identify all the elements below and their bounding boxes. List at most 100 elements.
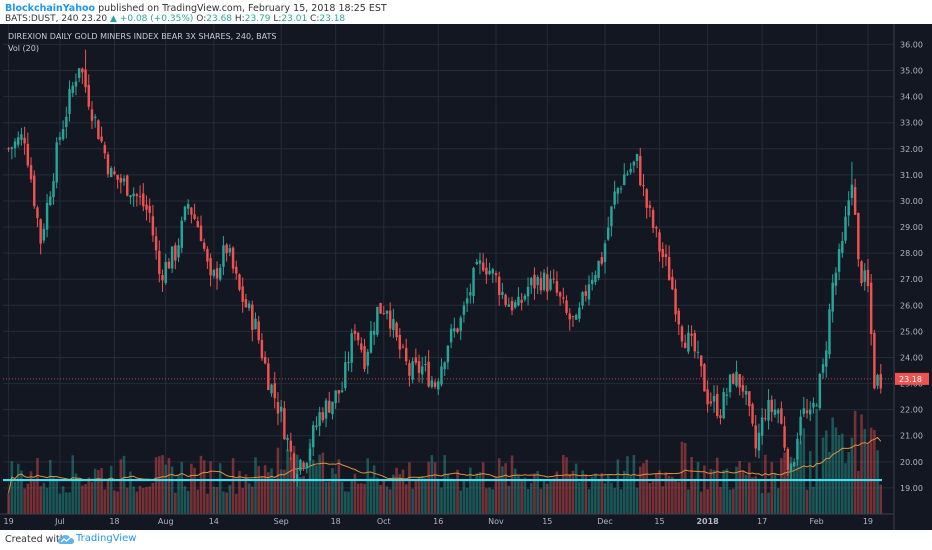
- candle-body: [825, 350, 828, 367]
- candle-body: [632, 161, 636, 166]
- volume-bar: [876, 450, 879, 514]
- volume-bar: [353, 473, 357, 514]
- candle-body: [135, 194, 139, 196]
- volume-bar: [699, 491, 703, 514]
- candle-body: [783, 426, 786, 448]
- candle-body: [709, 401, 713, 404]
- volume-bar: [520, 479, 523, 514]
- volume-bar: [148, 486, 151, 514]
- candle-body: [318, 412, 321, 427]
- x-tick-label: Oct: [377, 517, 391, 526]
- candle-body: [590, 280, 594, 285]
- volume-bar: [478, 472, 482, 514]
- volume-bar: [7, 492, 10, 514]
- candle-body: [693, 333, 697, 352]
- publication-header: BlockchainYahoo published on TradingView…: [0, 0, 932, 24]
- tradingview-brand[interactable]: TradingView: [76, 533, 137, 544]
- candle-body: [716, 393, 719, 416]
- volume-bar: [491, 489, 495, 514]
- volume-bar: [523, 477, 527, 514]
- volume-bar: [789, 456, 793, 514]
- volume-bar: [305, 480, 309, 514]
- x-tick-label: 15: [654, 517, 664, 526]
- candle-body: [167, 261, 171, 269]
- candle-body: [603, 243, 607, 262]
- candle-body: [241, 286, 244, 302]
- x-tick-label: 18: [331, 517, 341, 526]
- volume-bar: [71, 455, 75, 514]
- volume-bar: [645, 459, 648, 514]
- x-tick-label: Nov: [488, 517, 504, 526]
- volume-bar: [850, 437, 854, 514]
- y-tick-label: 34.00: [900, 93, 923, 102]
- candle-body: [219, 267, 222, 280]
- volume-bar: [16, 463, 20, 514]
- volume-bar: [831, 417, 834, 514]
- candle-body: [760, 417, 764, 436]
- volume-bar: [869, 427, 873, 514]
- candle-body: [857, 212, 860, 260]
- volume-bar: [180, 461, 184, 514]
- volume-bar: [783, 452, 786, 514]
- author-link[interactable]: BlockchainYahoo: [5, 3, 96, 14]
- volume-bar: [414, 480, 418, 514]
- candle-body: [132, 193, 135, 197]
- candlestick-chart[interactable]: 19.0020.0021.0022.0023.0024.0025.0026.00…: [0, 24, 932, 530]
- volume-bar: [687, 489, 690, 514]
- candle-body: [712, 395, 716, 402]
- volume-bar: [449, 478, 453, 514]
- volume-indicator-label[interactable]: Vol (20): [8, 44, 39, 53]
- price-lines: [3, 378, 894, 482]
- candle-body: [481, 262, 485, 271]
- volume-bar: [796, 458, 799, 514]
- candle-body: [706, 389, 709, 405]
- candle-body: [648, 205, 652, 208]
- volume-bar: [815, 408, 818, 514]
- candle-body: [866, 269, 870, 287]
- candle-body: [347, 362, 350, 364]
- candle-body: [68, 89, 71, 114]
- candle-body: [674, 288, 677, 315]
- volume-bar: [167, 457, 171, 514]
- x-tick-label: 18: [109, 517, 119, 526]
- volume-bar: [20, 470, 23, 514]
- candle-body: [283, 408, 286, 440]
- volume-bar: [812, 486, 815, 514]
- volume-bar: [55, 478, 58, 514]
- volume-bar: [533, 473, 536, 514]
- volume-bar: [100, 467, 103, 514]
- candle-body: [497, 276, 501, 296]
- volume-bar: [177, 474, 180, 514]
- candle-body: [382, 313, 385, 315]
- volume-bar: [260, 476, 264, 514]
- last-price: 23.20: [81, 14, 108, 24]
- volume-bar: [578, 482, 581, 514]
- candle-body: [129, 195, 132, 198]
- y-tick-label: 36.00: [900, 40, 923, 49]
- volume-bar: [36, 457, 39, 514]
- chart-area[interactable]: 19.0020.0021.0022.0023.0024.0025.0026.00…: [0, 24, 932, 530]
- candle-body: [295, 474, 299, 481]
- volume-bar: [228, 485, 232, 514]
- candle-body: [84, 69, 87, 88]
- candle-body: [161, 274, 164, 281]
- volume-bar: [828, 451, 831, 514]
- volume-bar: [780, 458, 783, 514]
- volume-bar: [594, 473, 597, 514]
- candle-body: [222, 245, 225, 267]
- candle-body: [741, 385, 745, 392]
- candle-body: [263, 357, 267, 364]
- candle-body: [90, 109, 94, 121]
- candle-body: [87, 84, 90, 107]
- volume-bar: [379, 485, 382, 514]
- volume-bar: [712, 469, 716, 514]
- candle-body: [475, 261, 478, 265]
- volume-bar: [494, 477, 498, 514]
- candle-body: [837, 249, 841, 272]
- candle-body: [616, 188, 620, 194]
- axes: 19.0020.0021.0022.0023.0024.0025.0026.00…: [0, 24, 929, 530]
- candle-body: [45, 202, 49, 230]
- candle-body: [408, 363, 411, 376]
- volume-bar: [485, 488, 488, 514]
- volume-bar: [231, 458, 235, 514]
